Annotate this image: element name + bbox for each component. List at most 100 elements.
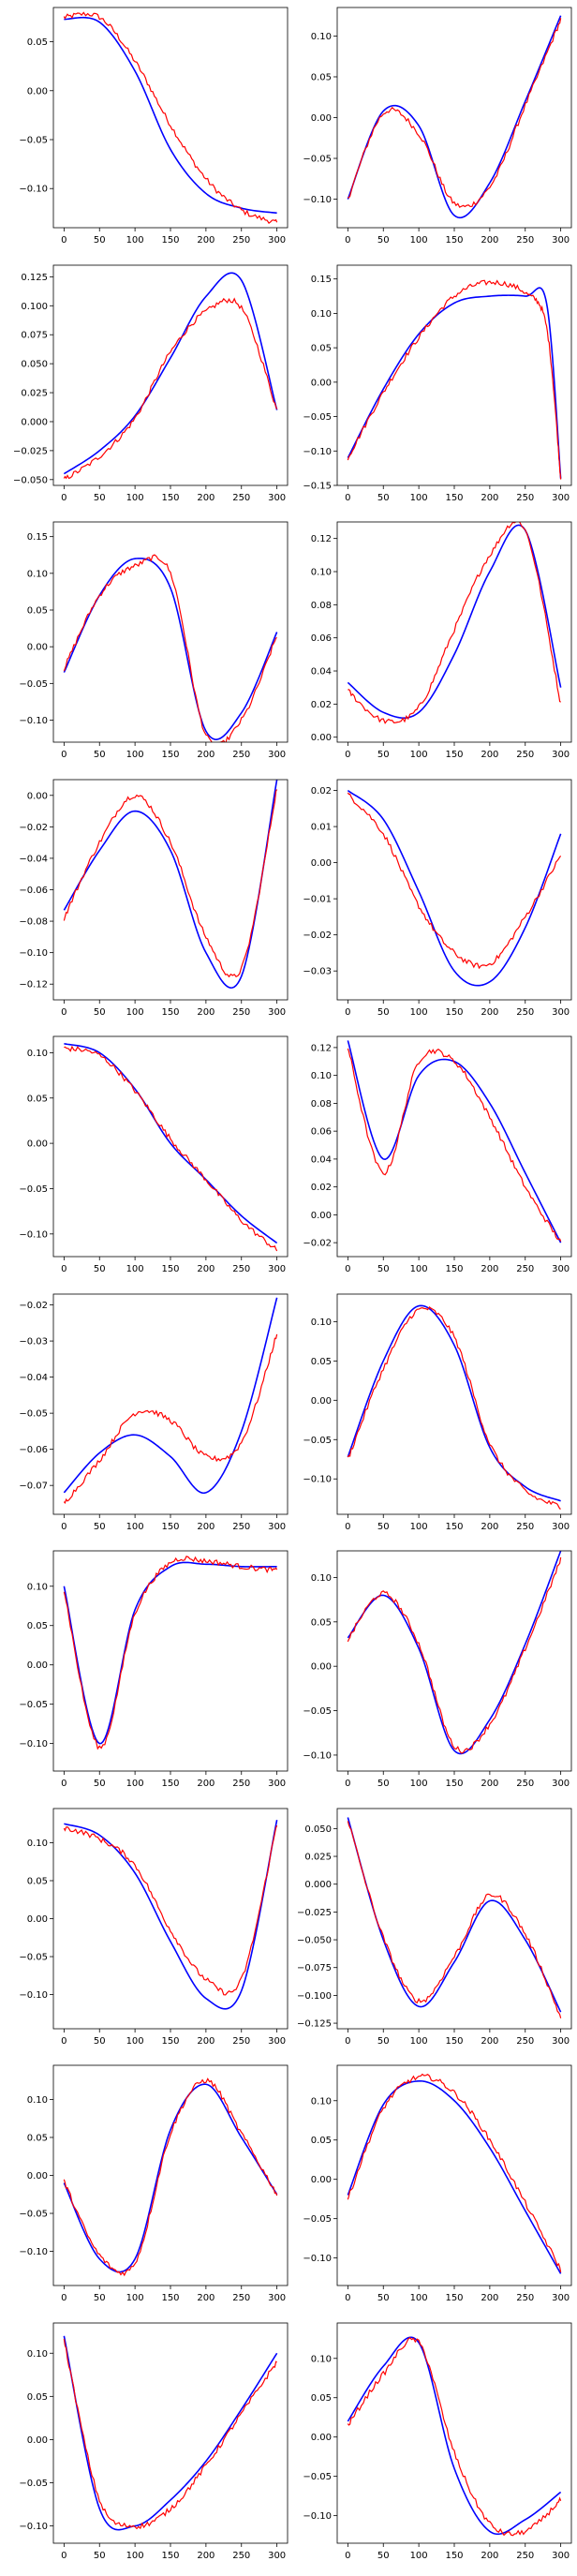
red-series-line xyxy=(347,2336,562,2537)
blue-series-line xyxy=(63,780,278,989)
subplot-8: 0 50 100 150 200 250 300 0.02 0.01 0.00 −0.01 −0.02… xyxy=(303,779,572,1018)
y-tick-label: −0.10 xyxy=(19,2247,48,2257)
y-tick-label: 0.02 xyxy=(311,700,332,710)
y-tick-label: 0.000 xyxy=(304,1880,332,1890)
subplot-7: 0 50 100 150 200 250 300 0.00 −0.02 −0.04 −0.06 −0.… xyxy=(19,779,288,1018)
x-tick-label: 50 xyxy=(94,2293,106,2303)
x-tick-label: 250 xyxy=(232,2551,250,2561)
blue-series-line xyxy=(347,1304,561,1502)
y-tick-label: 0.10 xyxy=(27,1839,48,1849)
y-tick-label: 0.00 xyxy=(27,2435,48,2446)
y-tick-label: 0.00 xyxy=(27,86,48,97)
x-tick-label: 200 xyxy=(197,235,215,246)
y-tick-label: 0.04 xyxy=(311,1154,332,1165)
y-tick-label: 0.05 xyxy=(311,2393,332,2404)
y-tick-label: 0.05 xyxy=(27,1621,48,1631)
x-tick-label: 50 xyxy=(94,1264,106,1274)
y-tick-label: 0.075 xyxy=(21,331,48,341)
x-tick-label: 0 xyxy=(61,1264,67,1274)
red-series-line xyxy=(63,789,278,978)
y-tick-label: 0.00 xyxy=(311,2175,332,2185)
axes-frame xyxy=(336,1550,572,1772)
axes-frame xyxy=(336,2322,572,2544)
y-tick-label: 0.05 xyxy=(311,344,332,354)
y-tick-label: −0.125 xyxy=(297,2019,332,2030)
y-tick-label: 0.025 xyxy=(304,1853,332,1863)
y-tick-label: 0.04 xyxy=(311,667,332,678)
y-tick-label: 0.00 xyxy=(311,733,332,743)
axes-frame xyxy=(52,264,288,486)
x-tick-label: 0 xyxy=(61,1779,67,1789)
x-tick-label: 0 xyxy=(345,235,350,246)
subplot-9: 0 50 100 150 200 250 300 0.10 0.05 0.00 −0.05 −0.10 xyxy=(19,1035,288,1274)
y-tick-label: −0.02 xyxy=(19,1301,48,1311)
x-tick-label: 150 xyxy=(161,493,179,503)
subplot-18: 0 50 100 150 200 250 300 0.10 0.05 0.00 −0.05 −0.10 xyxy=(303,2064,572,2303)
y-tick-label: −0.12 xyxy=(19,980,48,990)
axes-frame xyxy=(52,1550,288,1772)
blue-series-line xyxy=(347,1817,562,2013)
x-tick-label: 300 xyxy=(268,2551,286,2561)
y-tick-label: 0.10 xyxy=(311,1071,332,1081)
x-tick-label: 300 xyxy=(552,1264,570,1274)
x-tick-label: 50 xyxy=(94,1007,106,1018)
y-tick-label: −0.10 xyxy=(303,1750,332,1761)
y-tick-label: 0.05 xyxy=(27,2392,48,2403)
subplot-16: 0 50 100 150 200 250 300 0.050 0.025 0.000 −0.025 −… xyxy=(297,1808,572,2047)
x-tick-label: 0 xyxy=(345,750,350,760)
x-tick-label: 100 xyxy=(410,1007,428,1018)
y-tick-label: −0.10 xyxy=(303,2254,332,2264)
x-tick-label: 100 xyxy=(410,1779,428,1789)
x-tick-label: 0 xyxy=(345,2036,350,2047)
y-tick-label: −0.100 xyxy=(297,1991,332,2002)
y-tick-label: 0.00 xyxy=(311,1211,332,1221)
y-tick-label: −0.05 xyxy=(19,1700,48,1710)
y-tick-label: 0.025 xyxy=(21,389,48,399)
y-tick-label: 0.10 xyxy=(311,309,332,320)
x-tick-label: 300 xyxy=(552,750,570,760)
x-tick-label: 50 xyxy=(377,235,390,246)
y-tick-label: 0.10 xyxy=(311,32,332,42)
y-tick-label: −0.05 xyxy=(19,136,48,146)
x-tick-label: 200 xyxy=(481,750,498,760)
y-tick-label: 0.00 xyxy=(27,791,48,801)
x-tick-label: 50 xyxy=(94,1522,106,1532)
x-tick-label: 250 xyxy=(516,1264,534,1274)
red-series-line xyxy=(64,1045,278,1252)
y-tick-label: 0.10 xyxy=(311,1318,332,1328)
x-tick-label: 300 xyxy=(552,1779,570,1789)
x-tick-label: 100 xyxy=(410,493,428,503)
y-tick-label: −0.10 xyxy=(19,185,48,195)
red-series-line xyxy=(347,1556,562,1754)
x-tick-label: 250 xyxy=(232,493,250,503)
x-tick-label: 200 xyxy=(481,2551,498,2561)
y-tick-label: 0.050 xyxy=(304,1824,332,1835)
y-tick-label: −0.08 xyxy=(19,917,48,928)
subplot-11: 0 50 100 150 200 250 300 −0.02 −0.03 −0.04 −0.05 −0… xyxy=(19,1293,288,1532)
blue-series-line xyxy=(63,1561,277,1745)
x-tick-label: 150 xyxy=(161,1264,179,1274)
y-tick-label: −0.050 xyxy=(13,475,48,485)
blue-series-line xyxy=(63,2335,278,2531)
blue-series-line xyxy=(347,1040,562,1243)
y-tick-label: −0.05 xyxy=(303,1436,332,1446)
y-tick-label: −0.05 xyxy=(19,679,48,690)
axes-frame xyxy=(52,521,288,743)
x-tick-label: 150 xyxy=(445,750,463,760)
y-tick-label: −0.01 xyxy=(303,895,332,905)
blue-series-line xyxy=(347,1551,562,1755)
y-tick-label: −0.03 xyxy=(19,1337,48,1348)
blue-series-line xyxy=(63,1297,278,1495)
x-tick-label: 300 xyxy=(268,1522,286,1532)
x-tick-label: 200 xyxy=(197,2551,215,2561)
y-tick-label: 0.00 xyxy=(27,643,48,653)
y-tick-label: 0.05 xyxy=(27,1094,48,1104)
y-tick-label: −0.10 xyxy=(303,447,332,457)
x-tick-label: 300 xyxy=(552,2551,570,2561)
y-tick-label: 0.15 xyxy=(311,275,332,285)
y-tick-label: 0.00 xyxy=(311,1662,332,1673)
x-tick-label: 150 xyxy=(161,2036,179,2047)
blue-series-line xyxy=(347,15,562,219)
y-tick-label: 0.05 xyxy=(311,2136,332,2146)
axes-frame xyxy=(336,779,572,1001)
